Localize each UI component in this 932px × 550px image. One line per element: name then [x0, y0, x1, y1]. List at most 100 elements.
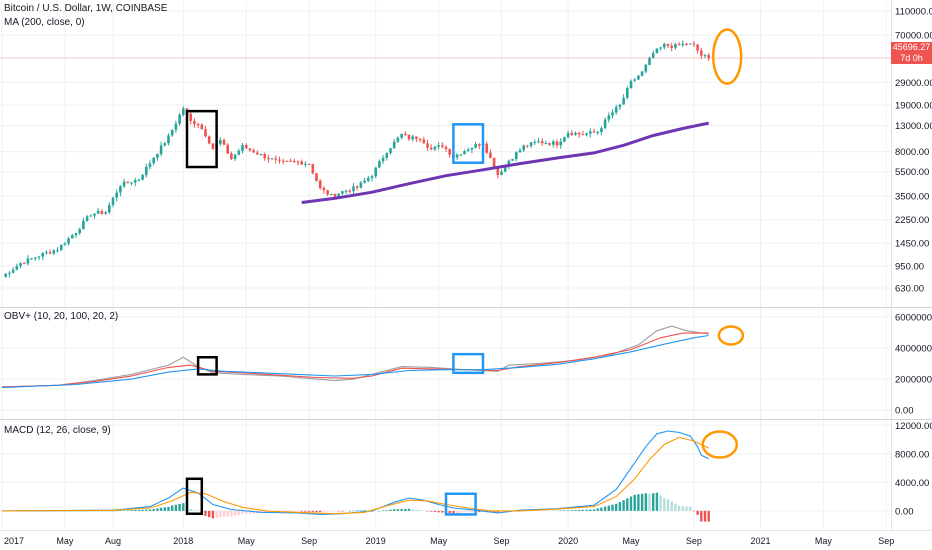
macd-histogram-bar	[182, 503, 185, 511]
candle-up	[688, 43, 692, 45]
pane-separators[interactable]	[0, 0, 932, 531]
candle-up	[108, 204, 111, 213]
candle-up	[455, 154, 459, 158]
candle-up	[67, 238, 70, 244]
macd-histogram-bar	[245, 510, 248, 514]
price-axis-label: 630.00	[895, 283, 924, 294]
macd-histogram-bar	[674, 503, 677, 511]
time-axis[interactable]: 2017 May Aug 2018 May Sep 2019 May Sep 2020 May Sep…	[4, 536, 894, 546]
candle-up	[385, 153, 389, 158]
macd-histogram-bar	[115, 510, 118, 512]
ma-indicator-label[interactable]: MA (200, close, 0)	[4, 17, 85, 28]
obv-indicator-label[interactable]: OBV+ (10, 20, 100, 20, 2)	[4, 311, 119, 322]
candle-up	[4, 273, 7, 277]
macd-histogram-bar	[563, 510, 566, 511]
macd-histogram-bar	[222, 510, 226, 517]
orange-circle-price	[711, 28, 743, 85]
blue-box-price	[452, 123, 485, 164]
macd-histogram-bar	[500, 510, 503, 513]
price-axis-label: 29000.00	[895, 78, 932, 89]
macd-histogram-bar	[141, 509, 144, 511]
macd-histogram-bar	[396, 509, 400, 511]
price-axis-label: 19000.00	[895, 101, 932, 112]
candle-down	[496, 168, 500, 176]
candle-up	[681, 43, 685, 46]
candle-up	[651, 53, 655, 58]
macd-histogram-bar	[541, 510, 544, 511]
macd-histogram-bar	[426, 510, 429, 512]
candle-down	[407, 134, 411, 140]
candle-down	[126, 181, 130, 183]
candle-up	[93, 213, 96, 216]
candle-up	[381, 157, 385, 162]
macd-histogram-bar	[633, 494, 636, 511]
candle-up	[596, 131, 599, 133]
candle-up	[15, 266, 19, 270]
candle-down	[193, 120, 196, 125]
blue-box-macd	[444, 492, 477, 516]
price-axis-label: 5500.00	[895, 167, 929, 178]
candle-down	[252, 150, 255, 153]
macd-histogram-bar	[467, 510, 470, 513]
macd-indicator-label[interactable]: MACD (12, 26, close, 9)	[4, 425, 111, 436]
candle-up	[518, 150, 522, 153]
macd-histogram-bar	[356, 510, 359, 512]
candle-down	[48, 252, 52, 254]
macd-histogram-bar	[455, 510, 459, 514]
macd-histogram-bar	[341, 510, 344, 512]
macd-histogram-bar	[566, 510, 570, 511]
macd-pane[interactable]	[1, 430, 710, 522]
candle-up	[648, 57, 651, 65]
macd-histogram-bar	[685, 506, 688, 511]
symbol-title[interactable]: Bitcoin / U.S. Dollar, 1W, COINBASE	[4, 3, 168, 14]
macd-histogram-bar	[171, 505, 174, 511]
obv-pane[interactable]	[1, 325, 709, 389]
candle-up	[352, 186, 355, 192]
candle-down	[429, 147, 433, 150]
macd-histogram-bar	[381, 510, 385, 512]
price-axis-label: 8000.00	[895, 147, 929, 158]
candle-up	[89, 215, 93, 217]
candle-up	[41, 253, 44, 257]
candle-down	[230, 153, 233, 160]
candle-down	[700, 50, 703, 56]
time-axis-label: 2017	[4, 536, 24, 546]
candle-up	[633, 79, 636, 81]
candle-up	[145, 166, 148, 176]
price-axis-label: 2250.00	[895, 215, 929, 226]
candle-down	[189, 113, 192, 121]
candle-down	[685, 43, 688, 45]
price-axes[interactable]: 110000.00 70000.00 29000.00 19000.00 13000.0…	[895, 6, 932, 517]
candle-up	[137, 179, 141, 181]
macd-histogram-bar	[648, 493, 651, 511]
candle-up	[566, 132, 570, 138]
candle-down	[274, 158, 278, 160]
candle-up	[259, 154, 263, 156]
candle-down	[526, 145, 529, 147]
candle-down	[355, 186, 359, 188]
macd-histogram-bar	[666, 499, 670, 511]
obv-fast-line	[1, 332, 709, 388]
candle-down	[485, 143, 488, 153]
macd-histogram-bar	[97, 510, 100, 512]
price-pane[interactable]	[0, 40, 891, 278]
macd-histogram-bar	[670, 501, 673, 511]
candle-down	[404, 133, 407, 135]
candle-down	[548, 143, 551, 145]
macd-histogram-bar	[703, 510, 707, 522]
candle-up	[618, 104, 622, 108]
candle-up	[19, 263, 22, 267]
macd-histogram-bar	[622, 500, 625, 511]
macd-histogram-bar	[707, 510, 710, 522]
macd-histogram-bar	[615, 503, 618, 511]
candle-up	[400, 133, 403, 138]
candle-up	[511, 159, 514, 161]
macd-histogram-bar	[659, 495, 662, 511]
candle-down	[293, 161, 296, 163]
candle-down	[322, 187, 326, 191]
macd-histogram-bar	[596, 508, 599, 511]
last-price-value: 45696.27	[892, 42, 931, 52]
candle-down	[333, 194, 337, 197]
candle-up	[141, 175, 144, 180]
candle-down	[248, 148, 252, 151]
